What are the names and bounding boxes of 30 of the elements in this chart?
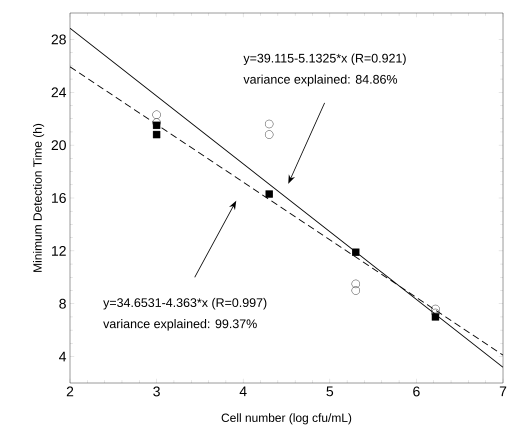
point bbox=[352, 286, 360, 295]
annotation: y=39.115-5.1325*x (R=0.921) bbox=[243, 53, 406, 66]
y-tick-label: 24 bbox=[52, 87, 66, 98]
y-axis-title: Minimum Detection Time (h) bbox=[32, 124, 44, 272]
point bbox=[152, 110, 161, 119]
x-axis-title: Cell number (log cfu/mL) bbox=[222, 413, 352, 424]
point bbox=[352, 280, 360, 288]
x-tick-label: 6 bbox=[413, 386, 420, 396]
point bbox=[264, 120, 274, 128]
point bbox=[352, 248, 360, 256]
point bbox=[152, 130, 160, 138]
y-tick-label: 12 bbox=[52, 246, 66, 256]
x-tick-label: 5 bbox=[326, 386, 334, 396]
point bbox=[265, 190, 273, 198]
x-tick-label: 7 bbox=[500, 386, 506, 396]
x-tick-label: 2 bbox=[66, 386, 74, 396]
annotation: variance explained: 99.37% bbox=[103, 319, 257, 331]
point bbox=[264, 130, 274, 139]
annotation: variance explained: 84.86% bbox=[243, 74, 398, 86]
annotation: y=34.6531-4.363*x (R=0.997) bbox=[103, 298, 266, 310]
y-tick-label: 8 bbox=[59, 298, 66, 309]
y-tick-label: 4 bbox=[59, 352, 66, 362]
x-tick-label: 3 bbox=[153, 386, 160, 396]
x-tick-label: 4 bbox=[240, 386, 247, 396]
y-tick-label: 20 bbox=[52, 140, 66, 150]
point bbox=[431, 304, 440, 314]
point bbox=[152, 122, 160, 130]
point bbox=[432, 313, 440, 321]
y-tick-label: 28 bbox=[52, 34, 66, 44]
y-tick-label: 16 bbox=[52, 193, 66, 203]
